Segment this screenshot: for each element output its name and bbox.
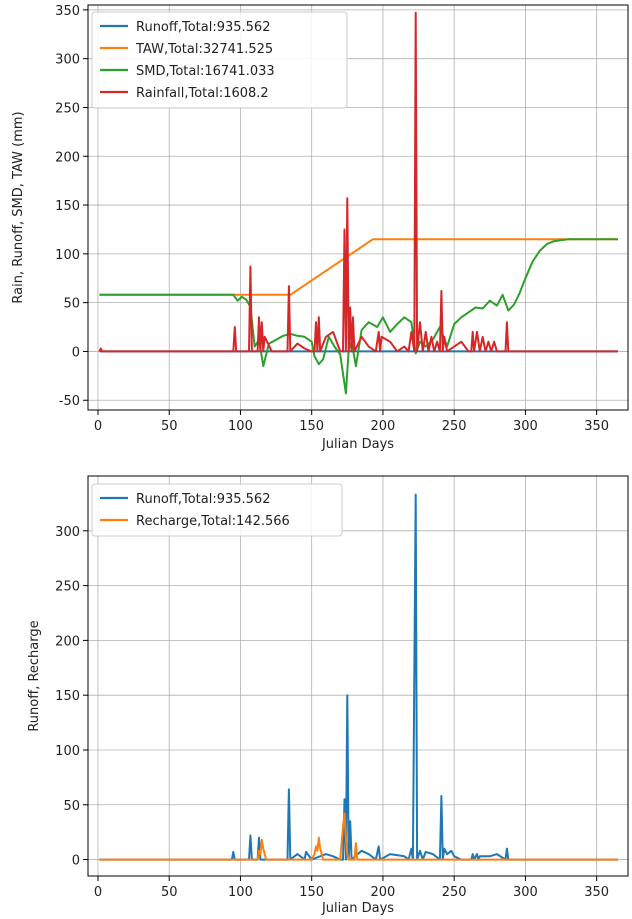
y-tick-label: 300 [55, 525, 80, 540]
x-tick-label: 350 [584, 885, 609, 900]
y-tick-label: 200 [55, 634, 80, 649]
x-tick-label: 350 [584, 419, 609, 434]
y-tick-label: 150 [55, 199, 80, 214]
chart-panel-2: 0 50 100 150 200 250 300 350 0 50 100 150 200 250 300 J… [27, 476, 628, 916]
x-axis-label: Julian Days [321, 901, 394, 916]
legend-entry: Recharge,Total:142.566 [136, 514, 290, 529]
x-tick-label: 250 [442, 419, 467, 434]
y-tick-label: 250 [55, 101, 80, 116]
y-tick-label: 50 [63, 799, 80, 814]
x-tick-label: 50 [161, 419, 178, 434]
y-tick-label: 200 [55, 150, 80, 165]
legend: Runoff,Total:935.562 Recharge,Total:142.5… [92, 484, 342, 536]
x-tick-label: 250 [442, 885, 467, 900]
y-tick-label: 100 [55, 744, 80, 759]
x-tick-label: 300 [513, 885, 538, 900]
y-tick-label: 350 [55, 4, 80, 19]
y-tick-label: 100 [55, 248, 80, 263]
y-tick-label: 0 [72, 854, 80, 869]
x-tick-label: 150 [299, 419, 324, 434]
legend-entry: TAW,Total:32741.525 [135, 42, 273, 57]
y-tick-label: 300 [55, 53, 80, 68]
legend-entry: Rainfall,Total:1608.2 [136, 86, 269, 101]
x-tick-label: 100 [228, 885, 253, 900]
x-tick-label: 0 [94, 885, 102, 900]
x-tick-label: 200 [371, 419, 396, 434]
legend-entry: Runoff,Total:935.562 [136, 20, 270, 35]
legend-entry: SMD,Total:16741.033 [136, 64, 275, 79]
y-axis-label: Rain, Runoff, SMD, TAW (mm) [11, 111, 26, 303]
y-tick-label: 0 [72, 345, 80, 360]
x-tick-label: 150 [299, 885, 324, 900]
legend: Runoff,Total:935.562 TAW,Total:32741.525 S… [92, 12, 347, 108]
y-tick-label: 50 [63, 297, 80, 312]
x-tick-label: 200 [371, 885, 396, 900]
x-axis-label: Julian Days [321, 437, 394, 452]
x-tick-label: 100 [228, 419, 253, 434]
legend-entry: Runoff,Total:935.562 [136, 492, 270, 507]
y-tick-label: 250 [55, 580, 80, 595]
y-axis-label: Runoff, Recharge [27, 620, 42, 731]
y-tick-label: -50 [59, 394, 80, 409]
x-tick-label: 50 [161, 885, 178, 900]
x-tick-label: 0 [94, 419, 102, 434]
x-tick-label: 300 [513, 419, 538, 434]
chart-panel-1: 0 50 100 150 200 250 300 350 -50 0 50 100 150 200 250 3… [11, 4, 628, 452]
y-tick-label: 150 [55, 689, 80, 704]
